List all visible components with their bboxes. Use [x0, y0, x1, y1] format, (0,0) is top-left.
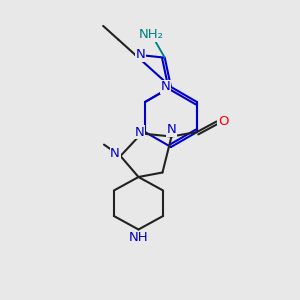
Text: N: N: [135, 125, 145, 139]
Text: N: N: [136, 48, 145, 61]
Text: O: O: [218, 115, 228, 128]
Text: NH: NH: [129, 231, 148, 244]
Text: NH₂: NH₂: [139, 28, 164, 41]
Text: N: N: [167, 123, 176, 136]
Text: N: N: [110, 146, 120, 160]
Text: N: N: [161, 80, 170, 94]
